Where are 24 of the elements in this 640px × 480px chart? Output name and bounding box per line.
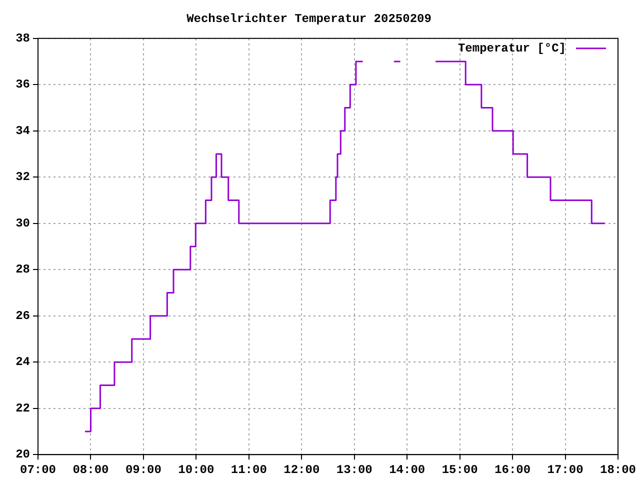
x-tick-label: 11:00 [230, 462, 267, 477]
x-tick-label: 18:00 [600, 462, 636, 477]
x-tick-label: 08:00 [72, 462, 109, 477]
legend-label: Temperatur [°C] [458, 41, 566, 56]
y-tick-label: 28 [16, 262, 30, 277]
y-tick-label: 22 [16, 401, 30, 416]
y-tick-label: 24 [16, 355, 30, 370]
x-tick-label: 15:00 [442, 462, 478, 477]
x-tick-label: 12:00 [284, 462, 320, 477]
y-tick-label: 26 [16, 308, 30, 323]
y-tick-label: 36 [16, 78, 30, 92]
y-tick-label: 32 [16, 170, 30, 184]
y-tick-label: 34 [16, 124, 30, 138]
x-tick-label: 16:00 [494, 462, 531, 477]
x-tick-label: 10:00 [178, 462, 214, 477]
chart-title: Wechselrichter Temperatur 20250209 [186, 12, 432, 26]
y-tick-label: 30 [16, 216, 30, 230]
x-tick-label: 14:00 [389, 462, 426, 477]
x-tick-label: 17:00 [547, 462, 584, 477]
x-tick-label: 09:00 [125, 462, 162, 477]
x-tick-label: 07:00 [20, 462, 56, 477]
y-tick-label: 38 [16, 31, 30, 46]
x-tick-label: 13:00 [336, 462, 372, 477]
y-tick-label: 20 [16, 448, 30, 462]
